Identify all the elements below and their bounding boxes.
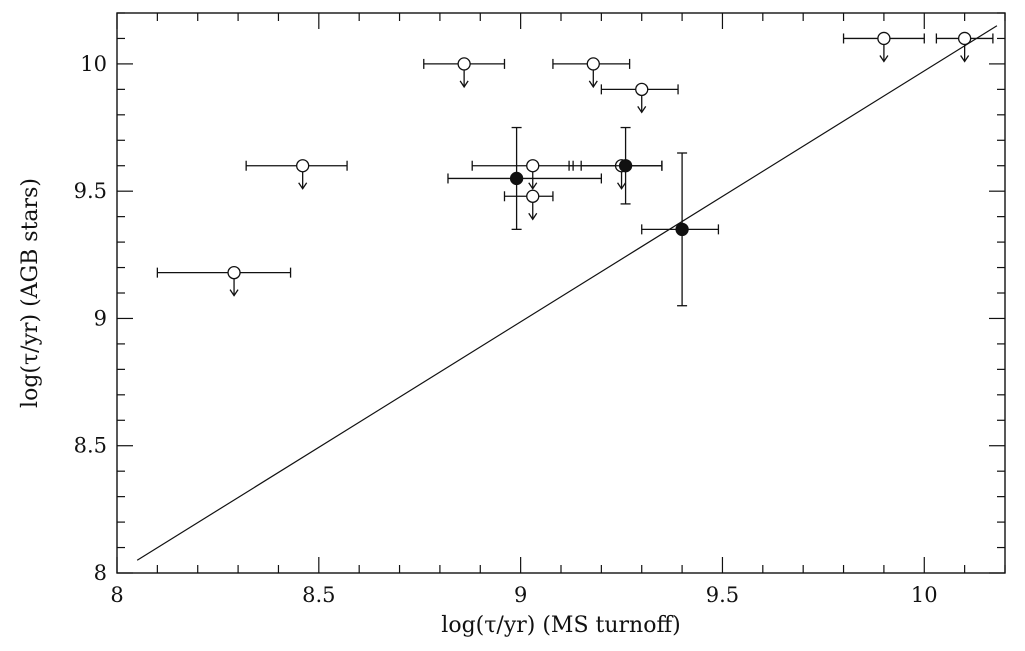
upper-limit-point bbox=[423, 57, 506, 89]
open-circle-marker bbox=[526, 159, 540, 173]
open-circle-marker bbox=[457, 57, 471, 71]
upper-limit-point bbox=[245, 159, 348, 190]
upper-limit-point bbox=[600, 82, 679, 114]
upper-limit-arrowhead bbox=[617, 182, 627, 190]
x-tick-label: 8 bbox=[110, 583, 123, 607]
measured-point bbox=[447, 126, 603, 231]
upper-limit-point bbox=[935, 31, 994, 63]
upper-limit-point bbox=[842, 31, 925, 63]
y-tick-label: 10 bbox=[80, 52, 107, 76]
measured-point bbox=[641, 152, 720, 307]
y-tick-label: 8.5 bbox=[74, 434, 107, 458]
y-tick-label: 8 bbox=[94, 561, 107, 585]
upper-limit-arrowhead bbox=[528, 212, 538, 221]
y-tick-label: 9.5 bbox=[74, 179, 107, 203]
upper-limit-arrowhead bbox=[588, 80, 598, 89]
upper-limit-arrowhead bbox=[229, 289, 239, 297]
upper-limit-point bbox=[568, 159, 663, 190]
upper-limit-arrowhead bbox=[298, 182, 308, 190]
upper-limit-arrowhead bbox=[637, 106, 647, 114]
identity-line-layer bbox=[136, 25, 998, 561]
upper-limit-point bbox=[471, 159, 574, 190]
x-axis-label: log(τ/yr) (MS turnoff) bbox=[441, 613, 680, 638]
plot-frame bbox=[116, 12, 1006, 574]
filled-circle-marker bbox=[509, 171, 524, 186]
axis-ticks: 8 8.5 9 9.5 10 8 8.5 9 9.5 10 bbox=[74, 12, 1006, 607]
upper-limit-arrowhead bbox=[879, 55, 889, 63]
upper-limit-arrowhead bbox=[960, 55, 970, 63]
open-circle-marker bbox=[586, 57, 600, 71]
filled-circle-marker bbox=[618, 159, 633, 173]
upper-limit-point bbox=[156, 265, 292, 297]
identity-line bbox=[136, 25, 998, 561]
filled-circle-marker bbox=[675, 222, 689, 237]
upper-limit-point bbox=[503, 189, 554, 221]
open-circle-marker bbox=[957, 31, 972, 46]
open-circle-marker bbox=[227, 265, 241, 280]
y-tick-label: 9 bbox=[94, 306, 107, 330]
open-circle-marker bbox=[635, 82, 649, 97]
open-circle-marker bbox=[877, 31, 891, 46]
y-axis-label: log(τ/yr) (AGB stars) bbox=[18, 178, 43, 408]
upper-limit-point bbox=[552, 57, 631, 89]
x-tick-label: 8.5 bbox=[302, 583, 335, 607]
open-circle-marker bbox=[526, 189, 540, 203]
x-tick-label: 10 bbox=[911, 583, 938, 607]
x-tick-label: 9 bbox=[514, 583, 527, 607]
upper-limit-arrowhead bbox=[459, 80, 469, 89]
measured-point bbox=[580, 126, 663, 205]
x-tick-label: 9.5 bbox=[706, 583, 739, 607]
upper-limit-arrowhead bbox=[528, 182, 538, 190]
data-points-layer bbox=[156, 31, 994, 307]
open-circle-marker bbox=[296, 159, 310, 173]
